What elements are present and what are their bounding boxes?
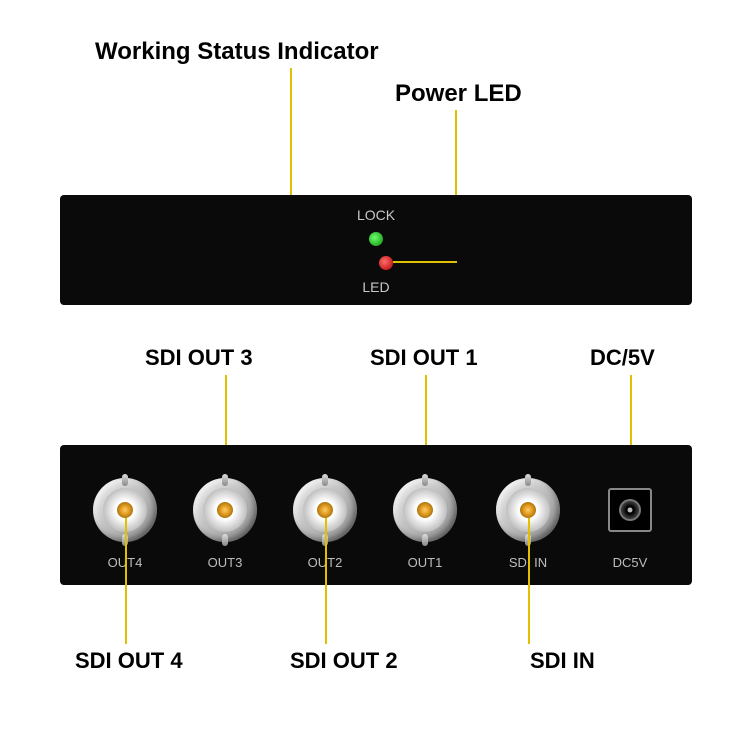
lock-text: LOCK <box>357 207 395 223</box>
leader-sdi-out-2 <box>325 518 327 644</box>
top-panel: LOCK LED <box>60 195 692 305</box>
diagram-root: Working Status Indicator Power LED LOCK … <box>0 0 750 750</box>
label-sdi-out-2: SDI OUT 2 <box>290 648 398 674</box>
port-label-out3: OUT3 <box>208 555 243 570</box>
bnc-out1-icon <box>393 478 457 542</box>
dc-jack-icon <box>608 488 652 532</box>
port-label-out1: OUT1 <box>408 555 443 570</box>
label-power-led: Power LED <box>395 80 522 108</box>
leader-sdi-out-4 <box>125 518 127 644</box>
label-sdi-out-4: SDI OUT 4 <box>75 648 183 674</box>
lock-led-icon <box>369 232 383 246</box>
port-label-dc5v: DC5V <box>613 555 648 570</box>
power-led-icon <box>379 256 393 270</box>
leader-sdi-in <box>528 518 530 644</box>
label-dc5v: DC/5V <box>590 345 655 371</box>
label-sdi-out-3: SDI OUT 3 <box>145 345 253 371</box>
bnc-out3-icon <box>193 478 257 542</box>
label-sdi-out-1: SDI OUT 1 <box>370 345 478 371</box>
leader-power-led-h <box>393 261 457 263</box>
label-working-status: Working Status Indicator <box>95 38 379 66</box>
label-sdi-in: SDI IN <box>530 648 595 674</box>
led-text: LED <box>362 279 389 295</box>
